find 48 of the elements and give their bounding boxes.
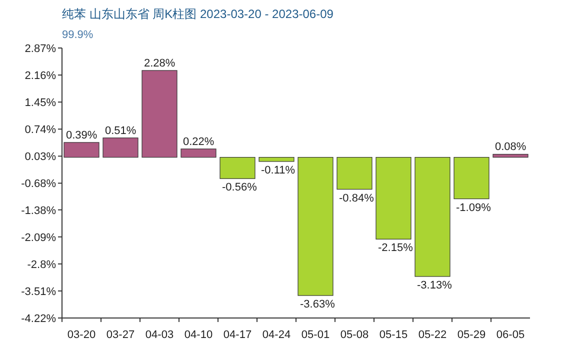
x-tick-label: 03-27 (106, 329, 135, 341)
data-label: 2.28% (144, 57, 176, 70)
bar (414, 156, 450, 277)
x-tick-label: 05-15 (379, 329, 408, 341)
bar (102, 138, 138, 158)
bar (220, 156, 256, 179)
x-tick-label: 04-24 (262, 329, 291, 341)
y-tick-label: -2.09% (21, 232, 56, 244)
x-tick-label: 05-01 (301, 329, 330, 341)
bar (376, 156, 412, 240)
chart-subtitle: 99.9% (62, 29, 94, 41)
y-tick-label: 0.03% (24, 151, 56, 164)
data-label: 0.51% (105, 124, 136, 137)
bar (142, 70, 178, 158)
y-tick-label: -4.22% (21, 313, 56, 325)
x-tick-label: 04-03 (145, 329, 174, 341)
data-label: -1.09% (456, 202, 492, 214)
y-tick-label: 1.45% (24, 97, 56, 110)
y-tick-label: 2.16% (24, 70, 56, 82)
bar (336, 156, 372, 190)
data-label: -2.15% (378, 242, 414, 254)
chart-title: 纯苯 山东山东省 周K柱图 2023-03-20 - 2023-06-09 (62, 7, 334, 21)
x-tick-label: 04-10 (184, 329, 213, 341)
x-tick-label: 05-22 (418, 329, 447, 341)
x-tick-label: 06-05 (496, 329, 525, 341)
x-tick-label: 04-17 (223, 329, 252, 341)
data-label: -0.56% (222, 182, 258, 194)
data-label: 0.08% (495, 141, 526, 154)
bar (180, 148, 216, 158)
x-tick-label: 05-29 (457, 329, 486, 341)
x-tick-label: 03-20 (67, 329, 96, 341)
bar (454, 156, 490, 200)
bar (492, 154, 528, 158)
y-tick-label: -1.38% (21, 204, 56, 217)
bar (258, 156, 294, 162)
y-tick-label: 2.87% (24, 43, 56, 55)
y-tick-label: -0.68% (21, 178, 56, 190)
y-tick-label: -2.8% (27, 258, 56, 271)
bar (298, 156, 334, 296)
data-label: 0.39% (66, 129, 98, 142)
data-label: -0.84% (339, 192, 374, 204)
data-label: -3.63% (300, 298, 336, 311)
data-label: -0.11% (261, 164, 296, 176)
data-label: 0.22% (183, 136, 214, 148)
data-label: -3.13% (417, 279, 452, 292)
y-tick-label: 0.74% (24, 124, 56, 136)
y-tick-label: -3.51% (21, 286, 56, 298)
x-tick-label: 05-08 (340, 329, 369, 341)
